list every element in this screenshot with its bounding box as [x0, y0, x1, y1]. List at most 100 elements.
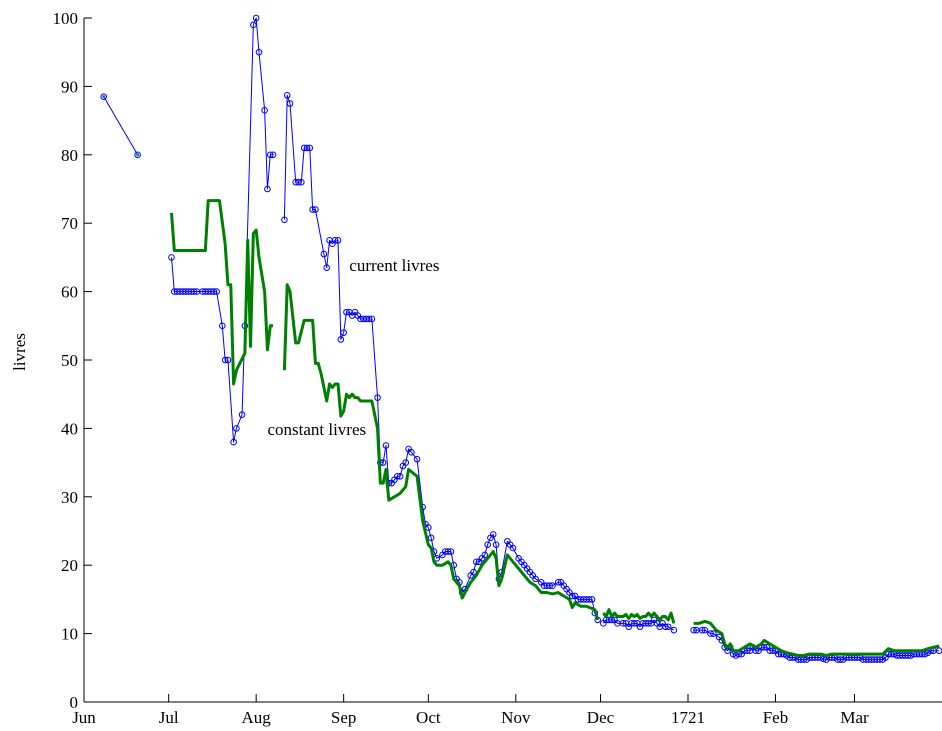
x-tick-label: Aug [242, 708, 272, 727]
data-point-current-livres [266, 151, 274, 159]
data-point-current-livres [393, 472, 401, 480]
data-point-current-livres [323, 264, 331, 271]
data-point-current-livres [365, 315, 373, 323]
x-tick-label: Nov [501, 708, 531, 727]
x-tick-label: Oct [416, 708, 441, 727]
data-point-current-livres [470, 568, 477, 576]
y-tick-label: 90 [61, 77, 78, 96]
data-point-current-livres [645, 620, 652, 627]
data-point-current-livres [492, 541, 500, 548]
x-tick-label: Jul [159, 708, 179, 727]
data-point-current-livres [710, 630, 717, 637]
data-point-current-livres [664, 623, 672, 631]
data-point-current-livres [255, 48, 263, 56]
series-layer [100, 14, 942, 663]
data-point-current-livres [320, 250, 328, 258]
data-point-current-livres [213, 288, 220, 295]
data-point-current-livres [484, 541, 491, 548]
y-tick-label: 20 [61, 556, 78, 575]
y-tick-label: 50 [61, 351, 78, 370]
y-tick-label: 10 [61, 625, 78, 644]
x-tick-label: Mar [840, 708, 869, 727]
data-point-current-livres [219, 322, 226, 330]
y-tick-label: 0 [70, 693, 79, 712]
annotation-layer: current livres constant livres [267, 256, 439, 439]
data-point-current-livres [331, 237, 339, 244]
data-point-current-livres [230, 438, 237, 446]
data-point-current-livres [690, 626, 697, 634]
data-point-current-livres [100, 93, 108, 100]
data-point-current-livres [837, 656, 844, 663]
data-point-current-livres [306, 144, 314, 152]
data-point-current-livres [261, 107, 268, 114]
data-point-current-livres [368, 315, 376, 323]
data-point-current-livres [233, 425, 240, 432]
data-point-current-livres [298, 178, 305, 186]
data-point-current-livres [568, 592, 576, 600]
data-point-current-livres [509, 544, 517, 552]
data-point-current-livres [743, 647, 751, 655]
data-point-current-livres [250, 21, 257, 29]
data-point-current-livres [168, 254, 175, 261]
data-point-current-livres [701, 626, 709, 634]
data-point-current-livres [238, 411, 246, 419]
data-point-center [102, 95, 106, 99]
y-tick-label: 40 [61, 419, 78, 438]
x-tick-label: Dec [587, 708, 615, 727]
data-point-current-livres [340, 329, 347, 336]
data-point-current-livres [532, 575, 539, 583]
data-point-current-livres [303, 144, 311, 152]
data-point-current-livres [221, 356, 229, 364]
data-point-current-livres [698, 626, 706, 634]
annotation-label: constant livres [267, 420, 366, 439]
y-axis-label: livres [10, 333, 29, 371]
annotation-label: current livres [349, 256, 439, 275]
data-point-current-livres [334, 237, 342, 244]
data-point-current-livres [337, 336, 345, 343]
data-point-current-livres [309, 206, 316, 213]
data-point-current-livres [382, 442, 390, 449]
data-point-current-livres [546, 582, 553, 590]
data-point-current-livres [413, 455, 421, 463]
data-point-current-livres [585, 596, 593, 603]
series-line-current-livres [103, 96, 139, 156]
data-point-current-livres [402, 459, 410, 466]
data-point-current-livres [554, 579, 562, 586]
x-tick-label: Sep [331, 708, 357, 727]
data-point-current-livres [269, 151, 277, 159]
data-point-current-livres [473, 558, 480, 566]
y-tick-label: 30 [61, 488, 78, 507]
series-line-constant-livres [169, 199, 274, 386]
data-point-current-livres [427, 534, 435, 542]
data-point-current-livres [190, 288, 198, 295]
series-line-current-livres [283, 94, 599, 621]
data-point-current-livres [876, 656, 884, 663]
data-point-current-livres [707, 630, 714, 637]
x-tick-label: Feb [763, 708, 789, 727]
data-point-current-livres [396, 472, 404, 480]
data-point-current-livres [662, 623, 669, 631]
series-line-constant-livres [602, 608, 676, 624]
data-point-current-livres [312, 206, 319, 213]
data-point-center [136, 153, 140, 157]
data-point-current-livres [619, 620, 627, 627]
data-point-current-livres [549, 582, 556, 590]
series-line-constant-livres [282, 283, 600, 621]
data-point-current-livres [295, 178, 302, 186]
series-line-constant-livres [693, 619, 940, 657]
y-tick-label: 70 [61, 214, 78, 233]
data-point-current-livres [631, 620, 638, 627]
data-point-current-livres [447, 548, 455, 555]
y-tick-label: 100 [53, 9, 79, 28]
x-tick-label: Jun [72, 708, 96, 727]
data-point-current-livres [444, 548, 452, 555]
data-point-current-livres [343, 308, 350, 316]
data-point-current-livres [252, 14, 260, 22]
ticks-layer: 0 10 20 30 40 50 60 70 80 90 100 Jun Jul Aug Sep Oct Nov… [53, 9, 870, 727]
data-point-current-livres [588, 596, 596, 603]
data-point-current-livres [374, 394, 381, 401]
x-tick-label: 1721 [671, 708, 705, 727]
y-tick-label: 80 [61, 146, 78, 165]
data-point-current-livres [134, 151, 141, 159]
